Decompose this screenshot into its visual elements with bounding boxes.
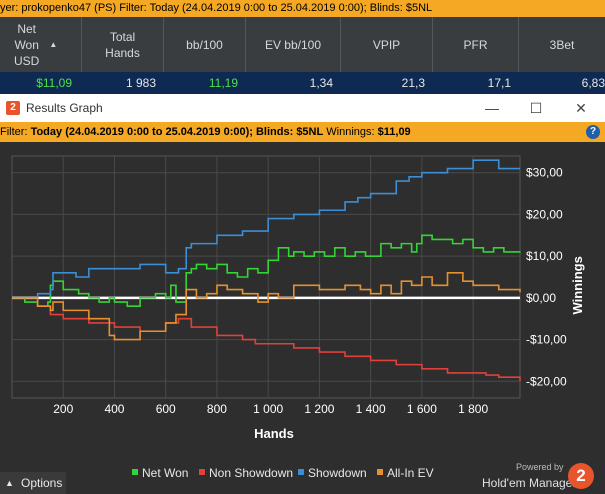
y-axis-label: Winnings	[570, 256, 585, 314]
x-axis-label: Hands	[254, 426, 294, 441]
cell-vpip: 21,3	[401, 76, 425, 90]
header-pfr[interactable]: PFR	[433, 17, 519, 72]
options-label: Options	[21, 476, 63, 490]
x-tick-label: 200	[53, 402, 73, 416]
minimize-button[interactable]: —	[485, 100, 499, 116]
x-tick-label: 1 400	[356, 402, 386, 416]
maximize-button[interactable]: ☐	[529, 100, 543, 116]
x-tick-label: 1 600	[407, 402, 437, 416]
header-3bet[interactable]: 3Bet	[519, 17, 605, 72]
y-tick-label: $10,00	[526, 249, 563, 263]
stats-table-row[interactable]: $11,09 1 983 11,19 1,34 21,3 17,1 6,83	[0, 72, 605, 94]
sort-ascending-icon: ▲	[49, 39, 58, 49]
header-total-hands[interactable]: Total Hands	[82, 17, 164, 72]
hem-logo-icon: 2	[568, 463, 594, 489]
header-pfr-label: PFR	[463, 37, 488, 52]
results-graph-window: 2 Results Graph — ☐ ✕ Filter: Today (24.…	[0, 94, 605, 494]
y-tick-label: -$20,00	[526, 374, 567, 388]
y-tick-label: $0,00	[526, 291, 556, 305]
brand-block: Powered by Hold'em Manager 2	[470, 460, 605, 494]
header-3bet-label: 3Bet	[549, 37, 575, 52]
background-filter-bar: yer: prokopenko47 (PS) Filter: Today (24…	[0, 0, 605, 17]
plot-area	[11, 155, 521, 399]
cell-3bet: 6,83	[581, 76, 605, 90]
legend-item-label: Non Showdown	[209, 466, 293, 480]
header-vpip-label: VPIP	[372, 37, 401, 52]
graph-area: 200 400 600 800 1 000 1 200 1 400 1 600 1 800 $30…	[0, 142, 605, 494]
cell-total-hands: 1 983	[125, 76, 156, 90]
header-bb100-label: bb/100	[186, 37, 223, 52]
app-logo-icon: 2	[6, 101, 20, 115]
y-tick-label: -$10,00	[526, 333, 567, 347]
header-ev-bb100[interactable]: EV bb/100	[246, 17, 341, 72]
legend-item-label: Showdown	[308, 466, 367, 480]
series-line-non-showdown	[12, 297, 521, 382]
cell-pfr: 17,1	[487, 76, 511, 90]
brand-name: Hold'em Manager	[482, 476, 577, 490]
filter-value: Today (24.04.2019 0:00 to 25.04.2019 0:0…	[30, 126, 324, 138]
series-line-showdown	[12, 159, 520, 299]
legend-swatch	[298, 469, 304, 475]
window-titlebar[interactable]: 2 Results Graph — ☐ ✕	[0, 94, 605, 122]
series-line-net-won	[12, 234, 521, 308]
winnings-label: Winnings:	[326, 126, 375, 138]
cell-bb100: 11,19	[208, 76, 238, 90]
legend-swatch	[199, 469, 205, 475]
filter-prefix: Filter:	[0, 126, 28, 138]
x-tick-label: 1 000	[253, 402, 283, 416]
header-vpip[interactable]: VPIP	[341, 17, 433, 72]
window-title: Results Graph	[26, 101, 103, 115]
close-button[interactable]: ✕	[575, 100, 587, 116]
x-tick-label: 800	[207, 402, 227, 416]
winnings-value: $11,09	[377, 126, 411, 138]
x-tick-label: 1 200	[304, 402, 334, 416]
y-tick-label: $30,00	[526, 166, 563, 180]
header-net-won[interactable]: Net Won USD ▲	[0, 17, 82, 72]
stats-table-header: Net Won USD ▲ Total Hands bb/100 EV bb/1…	[0, 17, 605, 72]
header-total-hands-label: Total Hands	[105, 29, 140, 60]
header-bb100[interactable]: bb/100	[164, 17, 246, 72]
background-filter-text: yer: prokopenko47 (PS) Filter: Today (24…	[0, 2, 433, 14]
caret-up-icon: ▲	[5, 478, 14, 488]
cell-ev-bb100: 1,34	[309, 76, 333, 90]
options-button[interactable]: ▲ Options	[0, 472, 66, 494]
cell-net-won: $11,09	[36, 76, 72, 90]
graph-filter-bar: Filter: Today (24.04.2019 0:00 to 25.04.…	[0, 122, 605, 142]
x-tick-label: 400	[104, 402, 124, 416]
x-tick-label: 600	[156, 402, 176, 416]
y-tick-label: $20,00	[526, 207, 563, 221]
series-line-all-in-ev	[12, 272, 521, 341]
legend-swatch	[377, 469, 383, 475]
header-ev-bb100-label: EV bb/100	[264, 37, 322, 52]
header-net-won-label: Net Won USD	[14, 21, 40, 68]
help-icon[interactable]: ?	[586, 125, 600, 139]
legend-item-label: All-In EV	[387, 466, 434, 480]
x-tick-label: 1 800	[458, 402, 488, 416]
legend-swatch	[132, 469, 138, 475]
results-chart: 200 400 600 800 1 000 1 200 1 400 1 600 1 800 $30…	[11, 155, 585, 480]
powered-by-text: Powered by	[516, 462, 564, 472]
legend-item-label: Net Won	[142, 466, 188, 480]
